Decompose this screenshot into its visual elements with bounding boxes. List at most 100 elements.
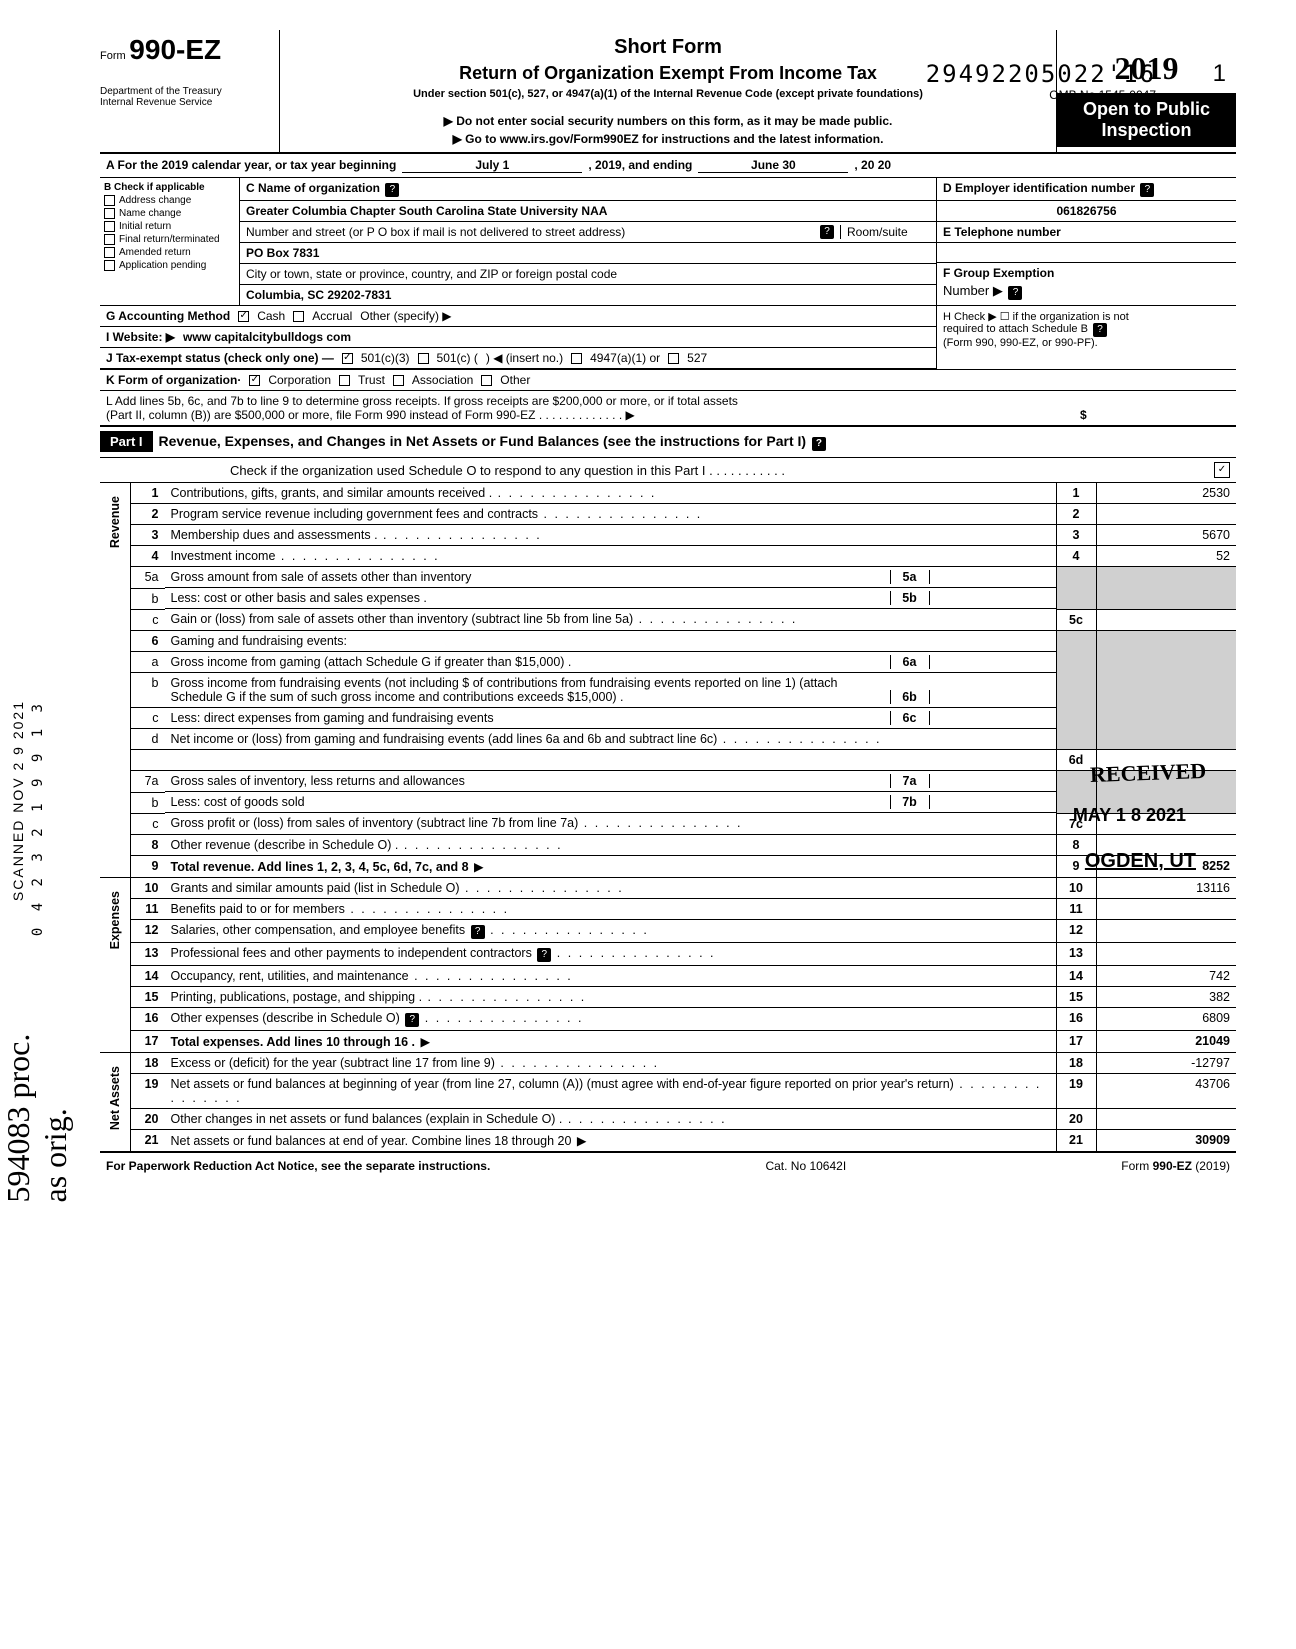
- desc-10: Grants and similar amounts paid (list in…: [165, 877, 1057, 898]
- ln-2: 2: [131, 504, 165, 525]
- footer-cat: Cat. No 10642I: [765, 1159, 846, 1173]
- num-15: 15: [1056, 986, 1096, 1007]
- chk-name[interactable]: Name change: [104, 208, 235, 219]
- desc-2: Program service revenue including govern…: [165, 504, 1057, 525]
- num-6-gray: [1056, 630, 1096, 750]
- h-box: H Check ▶ ☐ if the organization is not r…: [936, 306, 1236, 369]
- desc-8: Other revenue (describe in Schedule O) .: [165, 834, 1057, 855]
- chk-501c[interactable]: [418, 353, 429, 364]
- dept-irs: Internal Revenue Service: [100, 97, 271, 108]
- chk-accrual[interactable]: [293, 311, 304, 322]
- ln-5b: b: [131, 588, 165, 609]
- chk-pending[interactable]: Application pending: [104, 260, 235, 271]
- received-date: MAY 1 8 2021: [1073, 805, 1186, 826]
- desc-5a: Gross amount from sale of assets other t…: [165, 567, 1056, 588]
- ln-21: 21: [131, 1129, 165, 1152]
- desc-5b: Less: cost or other basis and sales expe…: [165, 588, 1056, 609]
- val-18: -12797: [1096, 1052, 1236, 1073]
- l-row: L Add lines 5b, 6c, and 7b to line 9 to …: [100, 391, 1236, 427]
- val-3: 5670: [1096, 525, 1236, 546]
- g-row: G Accounting Method ✓Cash Accrual Other …: [100, 306, 936, 327]
- desc-6c: Less: direct expenses from gaming and fu…: [165, 708, 1056, 729]
- num-4: 4: [1056, 546, 1096, 567]
- ty-begin: July 1: [402, 158, 582, 173]
- part1-title: Revenue, Expenses, and Changes in Net As…: [153, 429, 1236, 455]
- margin-number: 0 4 2 3 2 1 9 9 1 3: [30, 700, 46, 936]
- chk-corp[interactable]: ✓: [249, 375, 260, 386]
- chk-sched-o[interactable]: ✓: [1214, 462, 1230, 478]
- ln-6: 6: [131, 630, 165, 651]
- col-c: C Name of organization ? Greater Columbi…: [240, 178, 936, 305]
- ln-13: 13: [131, 942, 165, 965]
- org-city: Columbia, SC 29202-7831: [240, 285, 936, 305]
- desc-6b: Gross income from fundraising events (no…: [165, 673, 1056, 708]
- ty-end-month: June 30: [698, 158, 848, 173]
- handwritten-margin: 594083 proc. as orig.: [0, 1000, 74, 1203]
- ln-8: 8: [131, 834, 165, 855]
- ln-6c: c: [131, 708, 165, 729]
- short-form-title: Short Form: [290, 36, 1046, 59]
- chk-501c3[interactable]: ✓: [342, 353, 353, 364]
- chk-other[interactable]: [481, 375, 492, 386]
- ty-mid: , 2019, and ending: [588, 158, 692, 173]
- val-21: 30909: [1096, 1129, 1236, 1152]
- chk-amended[interactable]: Amended return: [104, 247, 235, 258]
- c-label: C Name of organization: [246, 181, 380, 195]
- num-12: 12: [1056, 919, 1096, 942]
- part1-badge: Part I: [100, 431, 153, 452]
- desc-3: Membership dues and assessments .: [165, 525, 1057, 546]
- num-18: 18: [1056, 1052, 1096, 1073]
- ln-6b: b: [131, 673, 165, 708]
- lines-table: Revenue 1Contributions, gifts, grants, a…: [100, 483, 1236, 1153]
- form-prefix: Form: [100, 50, 126, 62]
- desc-12: Salaries, other compensation, and employ…: [165, 919, 1057, 942]
- ln-7c: c: [131, 813, 165, 834]
- desc-7b: Less: cost of goods sold7b: [165, 792, 1056, 813]
- form-id-cell: Form 990-EZ Department of the Treasury I…: [100, 30, 280, 152]
- h-line2: required to attach Schedule B ?: [943, 323, 1230, 337]
- chk-final[interactable]: Final return/terminated: [104, 234, 235, 245]
- f-label: F Group Exemption: [937, 263, 1236, 283]
- h-line1: H Check ▶ ☐ if the organization is not: [943, 310, 1230, 323]
- desc-21: Net assets or fund balances at end of ye…: [165, 1129, 1057, 1152]
- dln-number: 29492205022'16: [926, 60, 1156, 88]
- chk-trust[interactable]: [339, 375, 350, 386]
- desc-4: Investment income: [165, 546, 1057, 567]
- ln-4: 4: [131, 546, 165, 567]
- k-label: K Form of organization·: [106, 373, 241, 387]
- ln-18: 18: [131, 1052, 165, 1073]
- chk-527[interactable]: [668, 353, 679, 364]
- help-icon: ?: [1008, 286, 1022, 300]
- sched-o-text: Check if the organization used Schedule …: [230, 463, 1214, 478]
- chk-address[interactable]: Address change: [104, 195, 235, 206]
- ln-12: 12: [131, 919, 165, 942]
- subtitle: Under section 501(c), 527, or 4947(a)(1)…: [290, 88, 1046, 100]
- k-row: K Form of organization· ✓Corporation Tru…: [100, 370, 1236, 391]
- chk-initial[interactable]: Initial return: [104, 221, 235, 232]
- j-row: J Tax-exempt status (check only one) — ✓…: [100, 348, 936, 369]
- room-label: Room/suite: [840, 225, 930, 239]
- ssn-note: ▶ Do not enter social security numbers o…: [290, 114, 1046, 128]
- chk-assoc[interactable]: [393, 375, 404, 386]
- ln-3: 3: [131, 525, 165, 546]
- chk-4947[interactable]: [571, 353, 582, 364]
- num-3: 3: [1056, 525, 1096, 546]
- val-6-gray: [1096, 630, 1236, 750]
- num-13: 13: [1056, 942, 1096, 965]
- col-b: B Check if applicable Address change Nam…: [100, 178, 240, 305]
- chk-cash[interactable]: ✓: [238, 311, 249, 322]
- ln-15: 15: [131, 986, 165, 1007]
- ln-16: 16: [131, 1007, 165, 1030]
- side-expenses: Expenses: [100, 877, 131, 1052]
- desc-17: Total expenses. Add lines 10 through 16 …: [165, 1030, 1057, 1052]
- help-icon: ?: [1093, 323, 1107, 337]
- org-address: PO Box 7831: [240, 243, 936, 264]
- ln-9: 9: [131, 855, 165, 877]
- part1-header-row: Part I Revenue, Expenses, and Changes in…: [100, 427, 1236, 458]
- val-16: 6809: [1096, 1007, 1236, 1030]
- l-line2: (Part II, column (B)) are $500,000 or mo…: [106, 408, 1070, 422]
- i-row: I Website: ▶ www capitalcitybulldogs com: [100, 327, 936, 348]
- val-5-gray: [1096, 567, 1236, 610]
- ty-end-year: , 20 20: [854, 158, 891, 173]
- desc-16: Other expenses (describe in Schedule O) …: [165, 1007, 1057, 1030]
